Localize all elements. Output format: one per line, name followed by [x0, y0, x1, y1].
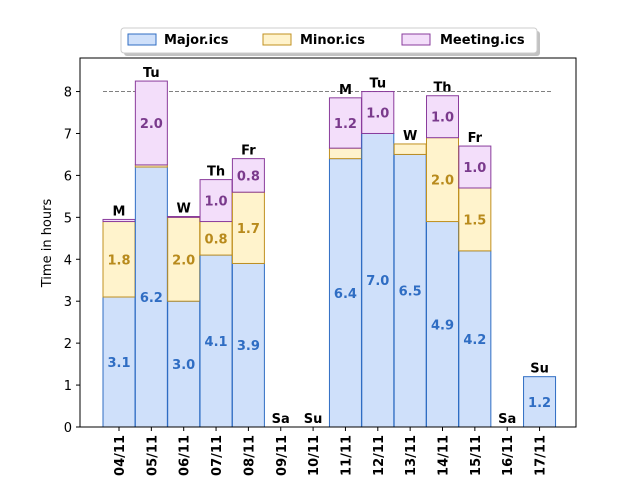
data-label: 3.0 — [172, 358, 195, 373]
y-tick-label: 8 — [64, 86, 72, 101]
axes-frame — [79, 57, 577, 428]
bar-segment — [199, 254, 233, 428]
bar-segment — [167, 216, 201, 302]
y-tick-label: 5 — [64, 211, 72, 226]
day-label: M — [113, 204, 126, 219]
day-label: Tu — [369, 77, 386, 92]
bar-segment — [426, 95, 459, 139]
bar-segment — [167, 216, 201, 218]
x-tick-label: 10/11 — [307, 435, 322, 476]
x-tick-label: 09/11 — [275, 435, 290, 476]
x-tick-label: 11/11 — [339, 435, 354, 476]
legend-label-minor: Minor.ics — [300, 33, 365, 48]
bar-segment — [361, 132, 395, 428]
x-tick-label: 07/11 — [210, 435, 225, 476]
day-label: M — [339, 83, 352, 98]
data-label: 0.8 — [205, 232, 228, 247]
y-tick-label: 0 — [64, 421, 72, 436]
day-label: W — [403, 129, 417, 144]
axes: 0 1 2 3 4 5 6 7 8 04/11 05/11 06/11 07/11 08/11 09/11 1… — [64, 57, 577, 476]
data-label: 6.2 — [140, 291, 163, 306]
y-tick-label: 6 — [64, 169, 72, 184]
data-label: 1.0 — [205, 195, 228, 210]
day-label: Th — [433, 81, 451, 96]
bar-segment — [523, 376, 557, 428]
data-label: 3.9 — [237, 339, 260, 354]
day-label: Su — [304, 412, 323, 427]
day-label: Tu — [143, 66, 160, 81]
y-tick-label: 3 — [64, 295, 72, 310]
x-tick-label: 08/11 — [242, 435, 257, 476]
data-label: 4.2 — [463, 333, 486, 348]
legend-label-major: Major.ics — [164, 33, 229, 48]
x-tick-label: 06/11 — [178, 435, 193, 476]
y-tick-label: 7 — [64, 127, 72, 142]
bar-segment — [231, 158, 265, 193]
y-tick-label: 2 — [64, 337, 72, 352]
bar-segment — [134, 80, 168, 166]
data-label: 1.2 — [334, 117, 357, 132]
x-tick-label: 13/11 — [404, 435, 419, 476]
bar-segment — [167, 300, 201, 428]
bar-segment — [328, 147, 362, 160]
x-tick-label: 17/11 — [534, 435, 549, 476]
y-tick-label: 1 — [64, 379, 72, 394]
legend-swatch-minor — [262, 33, 292, 46]
legend-swatch-major — [127, 33, 157, 46]
data-label: 6.5 — [399, 285, 422, 300]
day-label: Th — [207, 165, 225, 180]
bar-segment — [426, 221, 459, 428]
data-label: 2.0 — [172, 253, 195, 268]
day-label: Fr — [241, 144, 256, 159]
x-tick-label: 12/11 — [372, 435, 387, 476]
legend-swatch-meeting — [401, 33, 431, 46]
data-label: 1.8 — [107, 253, 130, 268]
day-label: W — [177, 202, 191, 217]
data-label: 1.5 — [463, 213, 486, 228]
data-label: 0.8 — [237, 169, 260, 184]
data-label: 1.0 — [431, 111, 454, 126]
data-label: 6.4 — [334, 287, 357, 302]
bar-segment — [393, 143, 427, 155]
data-label: 1.0 — [463, 161, 486, 176]
day-label: Su — [530, 362, 549, 377]
day-label: Sa — [272, 412, 290, 427]
bar-segment — [328, 158, 362, 428]
legend-label-meeting: Meeting.ics — [440, 33, 525, 48]
bar-segment — [458, 145, 492, 189]
data-label: 1.2 — [528, 396, 551, 411]
data-label: 2.0 — [140, 117, 163, 132]
x-tick-label: 15/11 — [469, 435, 484, 476]
day-label: Fr — [468, 131, 483, 146]
data-label: 1.0 — [366, 107, 389, 122]
x-tick-label: 05/11 — [145, 435, 160, 476]
bar-segment — [102, 221, 136, 298]
bar-segment — [231, 191, 265, 264]
bar-segment — [393, 153, 427, 428]
data-label: 2.0 — [431, 174, 454, 189]
x-tick-label: 04/11 — [113, 435, 128, 476]
data-label: 4.1 — [205, 335, 228, 350]
x-tick-label: 14/11 — [437, 435, 452, 476]
day-label: Sa — [498, 412, 516, 427]
y-tick-label: 4 — [64, 253, 72, 268]
x-tick-label: 16/11 — [501, 435, 516, 476]
data-label: 4.9 — [431, 318, 454, 333]
data-label: 3.1 — [107, 356, 130, 371]
legend: Major.ics Minor.ics Meeting.ics — [120, 27, 540, 56]
y-axis-title: Time in hours — [40, 199, 55, 289]
bar-segment — [361, 91, 395, 134]
bar-segment — [102, 218, 136, 223]
data-label: 7.0 — [366, 274, 389, 289]
plot-area: 3.1 1.8 6.2 2.0 3.0 2.0 4.1 0.8 1.0 3.9 1.7 0.8 6.4 1… — [102, 66, 557, 428]
data-label: 1.7 — [237, 222, 260, 237]
bar-segment — [328, 97, 362, 149]
bar-segment — [458, 187, 492, 252]
legend-box — [120, 27, 538, 54]
